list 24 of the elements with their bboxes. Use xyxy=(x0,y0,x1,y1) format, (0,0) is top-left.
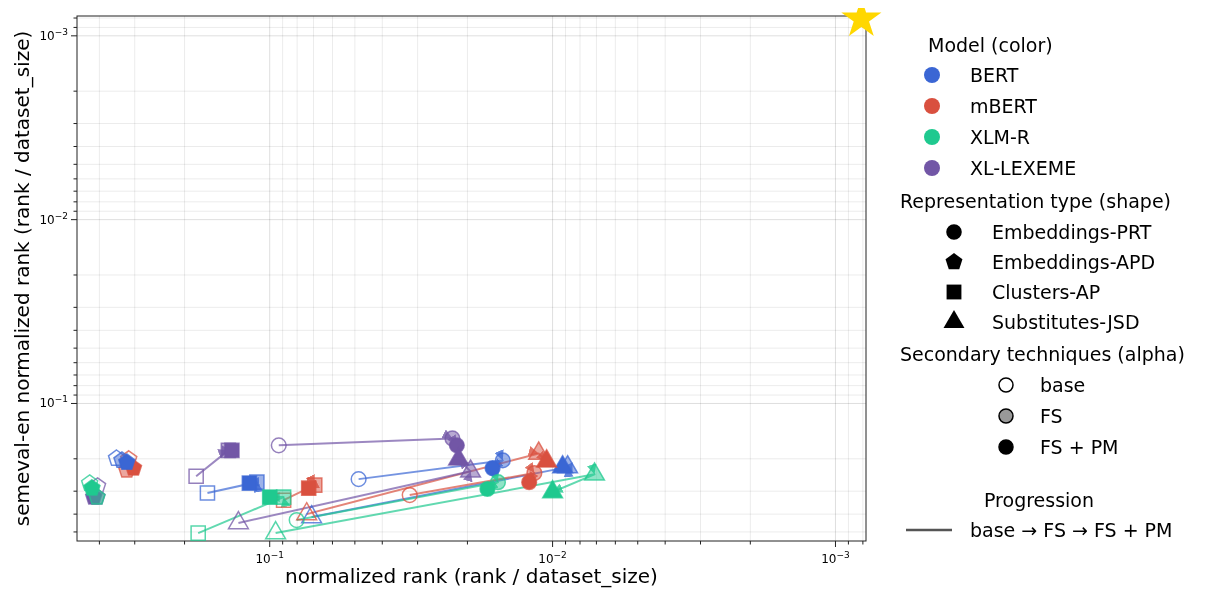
text: Clusters-AP xyxy=(992,281,1101,303)
y-tick-label: 10$^{−3}$ xyxy=(39,26,68,43)
text: Secondary techniques (alpha) xyxy=(900,343,1185,365)
text: Progression xyxy=(984,489,1095,511)
text: FS + PM xyxy=(1040,436,1119,458)
text: BERT xyxy=(970,64,1019,86)
text: Embeddings-PRT xyxy=(992,221,1152,243)
x-tick-label: 10$^{−1}$ xyxy=(255,550,284,566)
text: XL-LEXEME xyxy=(970,157,1077,179)
text: Substitutes-JSD xyxy=(992,311,1140,333)
text: base xyxy=(1040,374,1086,396)
y-tick-label: 10$^{−2}$ xyxy=(39,210,68,227)
text: mBERT xyxy=(970,95,1038,117)
x-axis-title: normalized rank (rank / dataset_size) xyxy=(285,564,658,588)
legend-title: Model (color) xyxy=(928,34,1053,56)
text: Representation type (shape) xyxy=(900,190,1171,212)
text: base → FS → FS + PM xyxy=(970,519,1173,541)
y-axis-title: semeval-en normalized rank (rank / dataset_size) xyxy=(10,30,34,527)
x-tick-label: 10$^{−2}$ xyxy=(538,550,567,566)
text: FS xyxy=(1040,405,1063,427)
text: XLM-R xyxy=(970,126,1031,148)
y-tick-label: 10$^{−1}$ xyxy=(39,394,68,411)
text: Embeddings-APD xyxy=(992,251,1156,273)
x-tick-label: 10$^{−3}$ xyxy=(821,550,850,566)
